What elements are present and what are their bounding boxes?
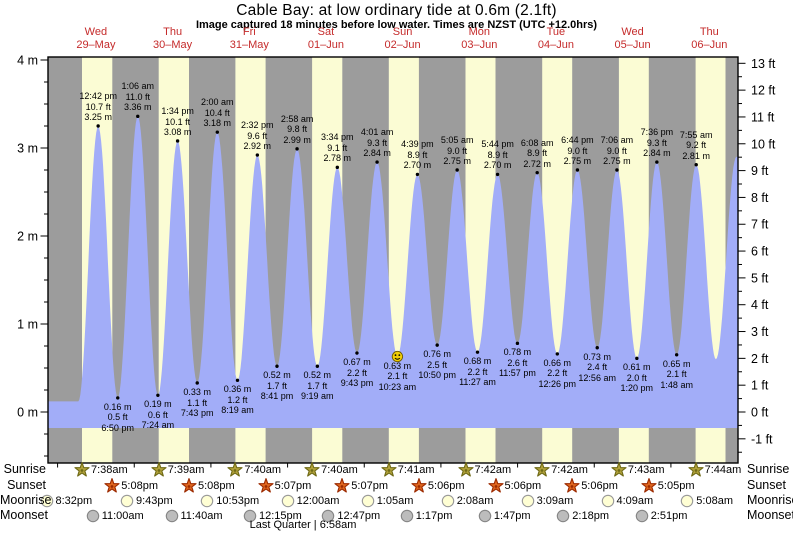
plot-area [48, 57, 738, 463]
current-tide-smiley-marker [391, 350, 404, 363]
page-subtitle: Image captured 18 minutes before low wat… [195, 19, 598, 31]
page-title: Cable Bay: at low ordinary tide at 0.6m … [236, 2, 557, 19]
high-tide-dot [495, 172, 500, 177]
sunset-row-label-left: Sunset [7, 478, 46, 492]
y-axis-label-ft: -1 ft [751, 432, 773, 446]
y-axis-label-m: 4 m [17, 54, 38, 68]
moon-phase-annotation: Last Quarter | 6:58am [249, 519, 357, 531]
high-tide-dot [694, 163, 698, 167]
low-tide-dot [674, 353, 679, 357]
y-axis-label-m: 3 m [17, 142, 38, 156]
high-tide-dot [96, 124, 100, 128]
high-tide-dot [575, 168, 580, 172]
high-tide-dot [215, 130, 220, 134]
y-axis-label-ft: 11 ft [751, 110, 775, 124]
high-tide-dot [455, 168, 459, 172]
low-tide-dot [635, 356, 639, 361]
y-axis-label-ft: 5 ft [751, 271, 769, 285]
low-tide-dot [116, 396, 120, 400]
high-tide-dot [295, 147, 299, 151]
low-tide-dot [156, 393, 160, 397]
y-axis-label-ft: 7 ft [751, 218, 769, 232]
low-tide-dot [435, 343, 439, 347]
low-tide-dot [195, 381, 199, 385]
y-axis-label-ft: 12 ft [751, 84, 776, 98]
low-tide-dot [555, 352, 560, 356]
high-tide-dot [655, 160, 659, 164]
low-tide-dot [475, 350, 480, 354]
y-axis-label-ft: 8 ft [751, 191, 769, 205]
sunrise-row-label-left: Sunrise [3, 462, 46, 476]
low-tide-dot [275, 364, 279, 368]
low-tide-dot [515, 341, 520, 346]
tide-area [48, 116, 738, 429]
sunrise-row-label-right: Sunrise [747, 462, 790, 476]
high-tide-dot [335, 165, 340, 170]
high-tide-dot [615, 168, 619, 172]
low-tide-dot [315, 364, 320, 368]
y-axis-label-ft: 1 ft [751, 379, 769, 393]
y-axis-label-ft: 13 ft [751, 57, 776, 71]
y-axis-label-ft: 10 ft [751, 137, 776, 151]
y-axis-label-ft: 9 ft [751, 164, 769, 178]
y-axis-label-m: 1 m [17, 318, 38, 332]
high-tide-dot [136, 114, 140, 119]
y-axis-label-ft: 6 ft [751, 245, 769, 259]
high-tide-dot [535, 170, 539, 175]
moonset-row-label-right: Moonset [747, 508, 793, 522]
high-tide-dot [375, 160, 379, 164]
high-tide-dot [255, 153, 260, 157]
y-axis-label-ft: 4 ft [751, 298, 769, 312]
moonset-row-label-left: Moonset [0, 508, 48, 522]
y-axis-label-ft: 3 ft [751, 325, 769, 339]
low-tide-dot [595, 346, 599, 350]
y-axis-label-m: 0 m [17, 406, 38, 420]
low-tide-dot [235, 378, 240, 383]
sunset-row-label-right: Sunset [747, 478, 786, 492]
y-axis-label-m: 2 m [17, 230, 38, 244]
axis-ticks [40, 59, 746, 468]
high-tide-dot [175, 139, 180, 143]
moonrise-row-label-right: Moonrise [747, 493, 793, 507]
y-axis-label-ft: 0 ft [751, 406, 769, 420]
y-axis-label-ft: 2 ft [751, 352, 769, 366]
high-tide-dot [415, 172, 420, 177]
low-tide-dot [355, 351, 359, 355]
moonrise-row-label-left: Moonrise [0, 493, 52, 507]
